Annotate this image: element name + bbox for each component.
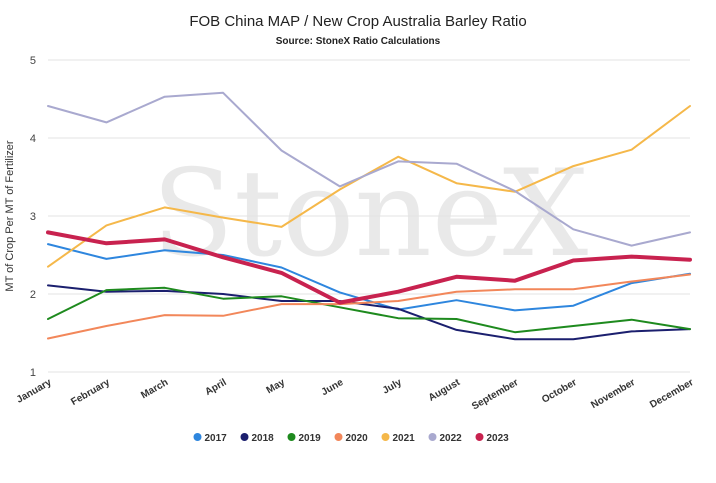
legend-marker [334,433,343,441]
legend-marker [240,433,249,441]
x-tick-label: November [589,377,637,411]
chart-title: FOB China MAP / New Crop Australia Barle… [189,13,526,30]
y-tick-label: 4 [30,133,36,145]
y-axis-ticks: 1 2 3 4 5 [30,55,36,379]
legend-marker [287,433,296,441]
x-tick-label: July [381,377,404,397]
series-line-2023 [46,230,692,305]
legend-item-label: 2022 [440,433,463,444]
y-tick-label: 1 [30,367,36,379]
y-tick-label: 5 [30,55,36,67]
legend-item-label: 2020 [346,433,369,444]
x-tick-label: December [648,377,695,411]
legend-item-label: 2019 [299,433,322,444]
series-lines [46,91,692,341]
legend-marker [475,433,484,441]
legend-marker [193,433,202,441]
legend-item-label: 2023 [487,433,510,444]
chart-subtitle: Source: StoneX Ratio Calculations [276,36,441,47]
stonex-watermark: StoneX [152,145,588,284]
series-line-2018 [47,284,691,341]
x-tick-label: October [540,377,579,406]
y-tick-label: 2 [30,289,36,301]
x-tick-label: March [139,377,170,401]
legend: 2017 2018 2019 2020 2021 2022 2023 [193,433,510,444]
legend-marker [428,433,437,441]
legend-marker [381,433,390,441]
x-axis-ticks: January February March April May June July Augu… [15,377,696,413]
legend-item-label: 2021 [393,433,416,444]
legend-item-label: 2017 [205,433,228,444]
x-tick-label: September [470,377,520,412]
x-tick-label: May [265,377,288,396]
series-line-2019 [47,286,691,334]
x-tick-label: January [15,377,54,406]
y-axis-label: MT of Crop Per MT of Fertilizer [4,140,16,292]
x-tick-label: August [427,377,463,404]
x-tick-label: April [203,377,228,398]
legend-item-label: 2018 [252,433,275,444]
series-line-2022 [47,91,691,247]
series-line-2017 [47,243,691,312]
gridlines [48,59,690,373]
series-line-2020 [47,273,691,340]
x-tick-label: June [320,377,346,398]
x-tick-label: February [69,377,112,408]
y-tick-label: 3 [30,211,36,223]
